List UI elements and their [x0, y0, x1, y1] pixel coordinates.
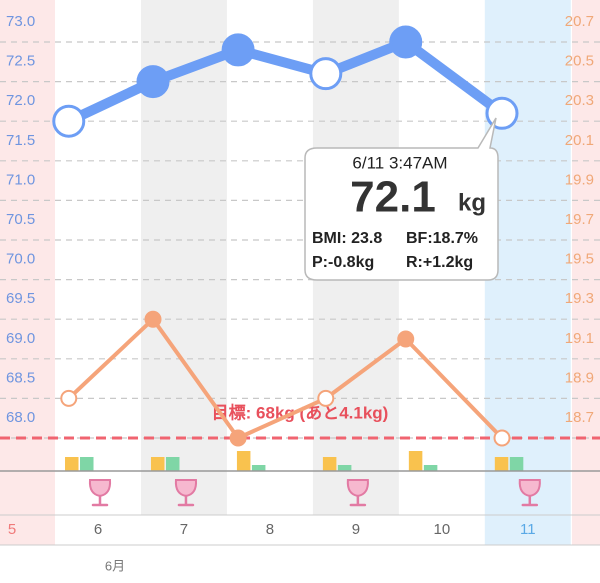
- y-tick-label: 68.5: [6, 369, 35, 386]
- activity-bar: [337, 465, 352, 471]
- y2-tick-label: 20.7: [565, 13, 594, 30]
- y2-tick-label: 20.1: [565, 132, 594, 149]
- activity-bar: [165, 457, 180, 471]
- y2-tick-label: 20.5: [565, 53, 594, 70]
- activity-bar: [65, 457, 79, 471]
- activity-bar: [251, 465, 266, 471]
- y-tick-label: 71.0: [6, 171, 35, 188]
- y2-tick-label: 20.3: [565, 92, 594, 109]
- y-tick-label: 68.0: [6, 409, 35, 426]
- glass-bowl: [346, 479, 369, 498]
- glass-stem: [91, 494, 109, 507]
- tooltip-box: [304, 117, 499, 281]
- series-point: [52, 104, 86, 138]
- y-tick-label: 69.5: [6, 290, 35, 307]
- y2-tick-label: 19.7: [565, 211, 594, 228]
- month-label: 6月: [105, 558, 125, 573]
- glass-stem: [521, 494, 539, 507]
- series-point: [317, 389, 335, 407]
- y2-tick-label: 19.3: [565, 290, 594, 307]
- activity-bar: [408, 451, 423, 471]
- glass-stem: [177, 494, 195, 507]
- series-point: [493, 429, 511, 447]
- y2-tick-label: 18.9: [565, 369, 594, 386]
- activity-bar: [494, 457, 509, 471]
- series-point: [60, 389, 78, 407]
- activity-bar: [322, 457, 337, 471]
- tooltip-bmi: BMI: 23.8: [312, 230, 382, 247]
- series-line: [67, 317, 504, 440]
- tooltip-unit: kg: [458, 189, 486, 216]
- alcohol-icon: [88, 479, 112, 507]
- y-tick-label: 72.0: [6, 92, 35, 109]
- alcohol-icon: [174, 479, 198, 507]
- y-tick-label: 73.0: [6, 13, 35, 30]
- tooltip-bf: BF:18.7%: [406, 230, 478, 247]
- glass-bowl: [174, 479, 198, 498]
- activity-bar: [423, 465, 438, 471]
- y2-tick-label: 19.5: [565, 251, 594, 268]
- y-tick-label: 70.0: [6, 251, 35, 268]
- tooltip-r: R:+1.2kg: [406, 254, 473, 271]
- series-point: [397, 330, 415, 348]
- activity-bar: [509, 457, 524, 471]
- series-point: [229, 429, 247, 447]
- day-background: [0, 0, 56, 545]
- backgrounds: [0, 0, 600, 545]
- glass-bowl: [88, 479, 112, 498]
- series-point: [136, 65, 170, 99]
- y2-tick-label: 19.9: [565, 171, 594, 188]
- y2-tick-label: 18.7: [565, 409, 594, 426]
- next-day-background: [572, 0, 600, 545]
- alcohol-icon: [346, 479, 369, 507]
- activity-bar: [150, 457, 165, 471]
- plot: 目標: 68kg (あと4.1kg): [0, 25, 600, 507]
- x-tick-label: 6: [94, 521, 102, 538]
- alcohol-icon: [518, 479, 541, 507]
- x-tick-label: 8: [266, 521, 274, 538]
- series-point: [144, 310, 162, 328]
- y2-tick-label: 19.1: [565, 330, 594, 347]
- series-point: [221, 33, 255, 67]
- x-tick-label: 5: [8, 521, 16, 538]
- activity-bar: [80, 457, 94, 471]
- y-tick-label: 71.5: [6, 132, 35, 149]
- series-point: [485, 96, 519, 130]
- tooltip-date: 6/11 3:47AM: [352, 153, 447, 172]
- y-tick-label: 72.5: [6, 53, 35, 70]
- x-tick-label: 10: [433, 521, 450, 538]
- y-tick-label: 70.5: [6, 211, 35, 228]
- goal-label: 目標: 68kg (あと4.1kg): [212, 402, 389, 422]
- tooltip-value: 72.1: [350, 173, 436, 222]
- x-tick-label: 9: [352, 521, 360, 538]
- series-point: [309, 57, 343, 91]
- day-background: [484, 0, 571, 545]
- tooltip-p: P:-0.8kg: [312, 254, 374, 271]
- x-tick-label: 7: [180, 521, 188, 538]
- x-tick-label: 11: [520, 521, 536, 538]
- activity-bar: [236, 451, 251, 471]
- glass-bowl: [518, 479, 541, 498]
- series-point: [389, 25, 423, 59]
- y-tick-label: 69.0: [6, 330, 35, 347]
- tooltip: 6/11 3:47AM 72.1 kg BMI: 23.8 BF:18.7% P…: [304, 117, 499, 281]
- glass-stem: [349, 494, 367, 507]
